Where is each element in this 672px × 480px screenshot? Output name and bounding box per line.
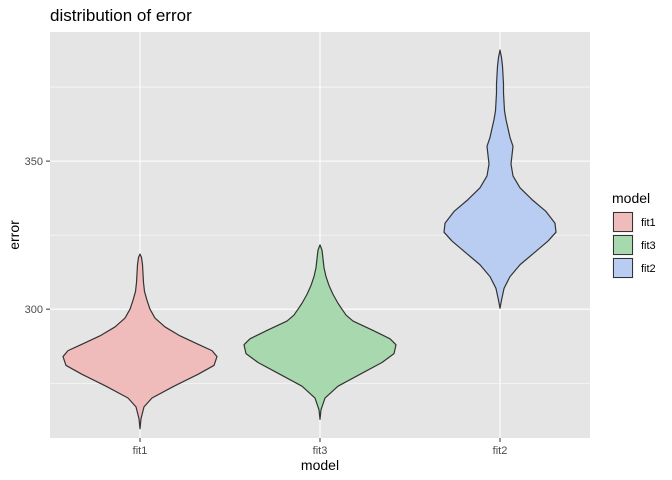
- legend: model fit1 fit3 fit2: [612, 190, 656, 279]
- x-tick-label: fit1: [133, 445, 148, 457]
- violin-fit2: [443, 49, 557, 309]
- x-axis-title: model: [301, 457, 339, 473]
- legend-swatch-fit3: [613, 235, 633, 255]
- violins: [62, 49, 557, 430]
- legend-title: model: [612, 190, 650, 206]
- legend-label-fit1: fit1: [641, 217, 656, 229]
- y-tick-label: 350: [25, 156, 43, 168]
- legend-label-fit3: fit3: [641, 240, 656, 252]
- chart-title: distribution of error: [50, 6, 192, 25]
- x-tick-label: fit3: [313, 445, 328, 457]
- y-axis-ticks: 300 350: [25, 156, 50, 316]
- x-tick-label: fit2: [493, 445, 508, 457]
- y-tick-label: 300: [25, 304, 43, 316]
- violin-fit3: [243, 244, 397, 420]
- x-axis-ticks: fit1 fit3 fit2: [133, 438, 508, 457]
- y-axis-title: error: [6, 220, 22, 250]
- legend-swatch-fit1: [613, 212, 633, 232]
- violin-fit1: [62, 253, 218, 430]
- legend-label-fit2: fit2: [641, 263, 656, 275]
- legend-swatch-fit2: [613, 258, 633, 278]
